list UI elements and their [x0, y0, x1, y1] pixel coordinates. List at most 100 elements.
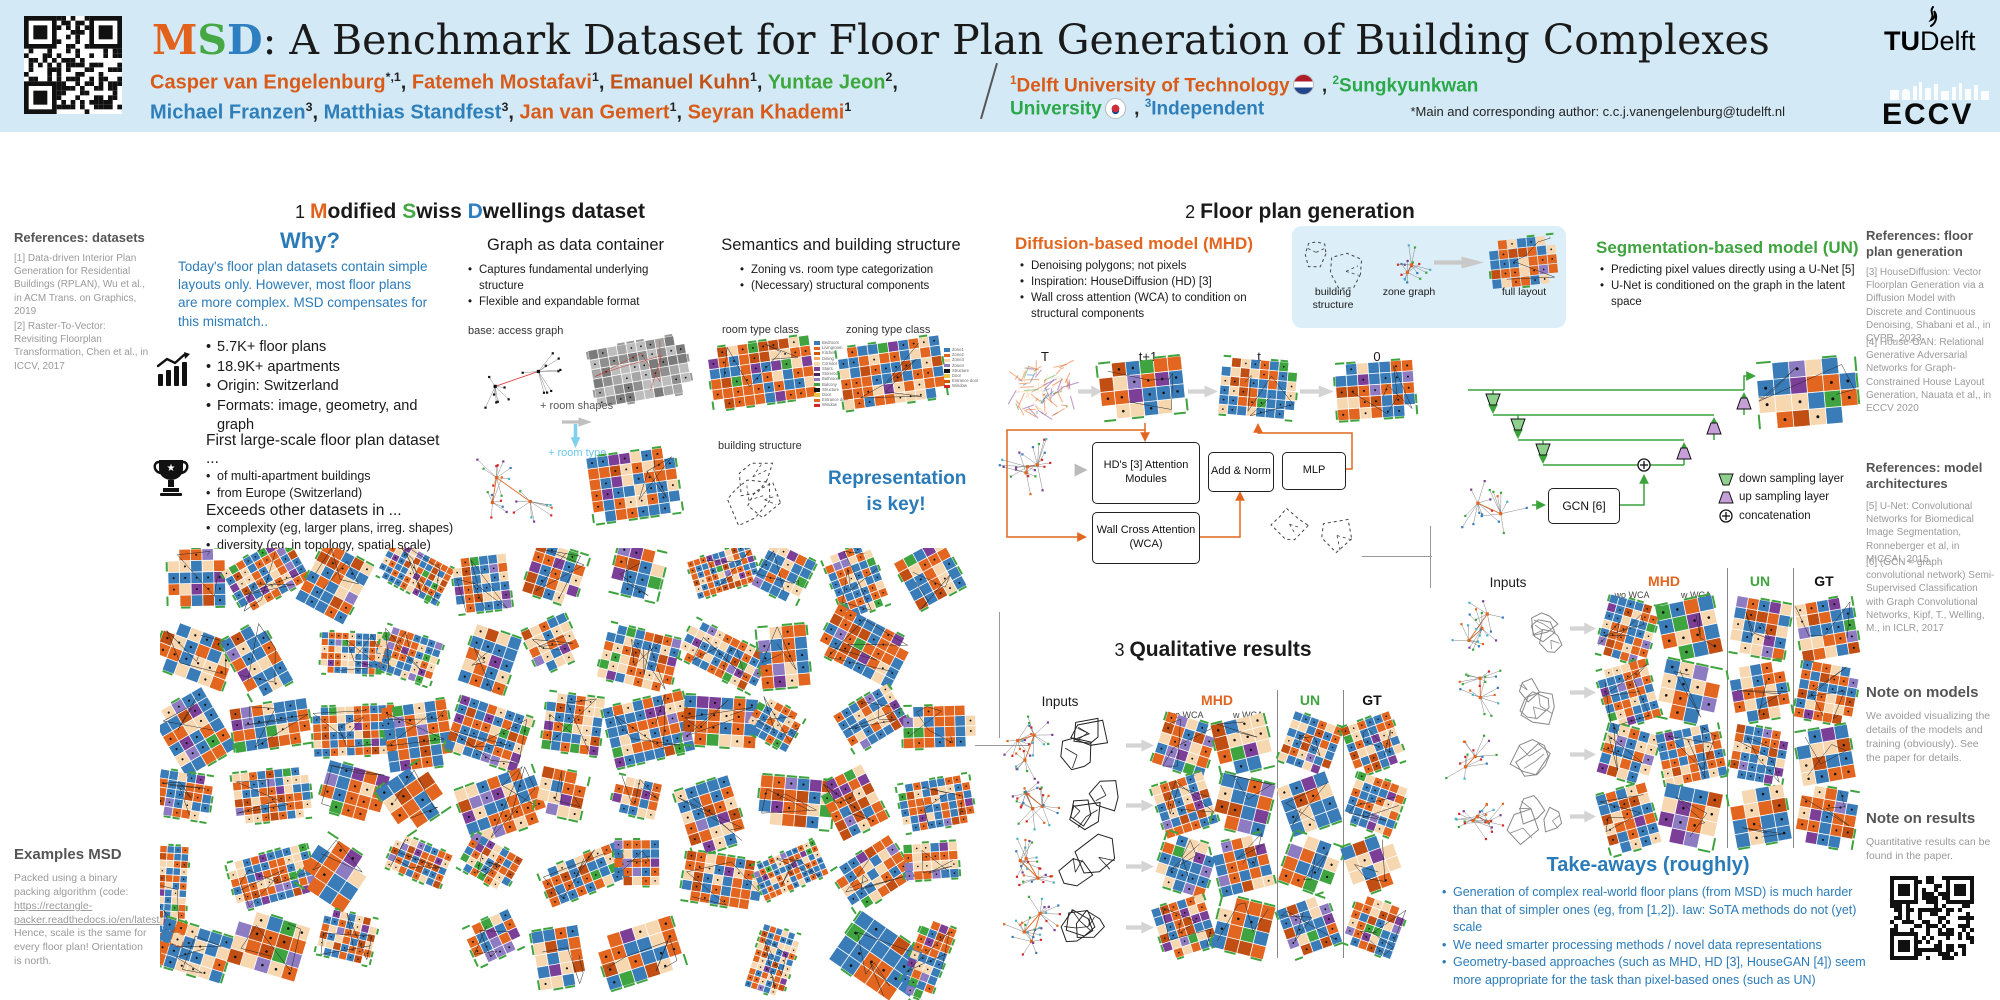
mid-table-divider-1 [1277, 690, 1278, 958]
ref-1: [1] Data-driven Interior Plan Generation… [14, 253, 145, 317]
right-row-arrow [1570, 622, 1596, 635]
collage-floorplan [384, 835, 453, 890]
mid-col-inputs: Inputs [1041, 694, 1079, 709]
trophy-icon: ★ [152, 458, 190, 500]
right-mhd-wo-wca [1596, 722, 1660, 785]
collage-floorplan [227, 911, 311, 982]
flag-nl-icon [1292, 74, 1314, 96]
unet-legend: down sampling layer up sampling layer co… [1718, 470, 1878, 525]
mid-input-graph [1006, 837, 1056, 896]
collage-floorplan [894, 548, 968, 613]
collage-floorplan [374, 548, 455, 607]
mid-input-structure [1060, 717, 1120, 774]
gc-b2: Flexible and expandable format [468, 294, 688, 310]
right-input-graph [1452, 664, 1504, 722]
right-input-structure [1510, 664, 1566, 725]
collage-floorplan [160, 622, 234, 692]
unet-input-graph [1448, 470, 1532, 535]
diffusion-step-t1 [1095, 353, 1189, 423]
pipeline-arrow [1434, 256, 1484, 269]
mhd-title: Diffusion-based model (MHD) [1015, 234, 1253, 253]
timeline-arrow-2 [1188, 385, 1218, 398]
zoning-legend: Zone1 Zone2 Zone3 Zone4 Structure Door Entranc… [944, 347, 990, 390]
section2-title: Floor plan generation [1200, 200, 1415, 223]
pipeline-label-building: building structure [1312, 286, 1354, 312]
collage-floorplan [458, 624, 523, 696]
first-line1: First large-scale floor plan dataset ... [206, 432, 440, 467]
divider-mark-h2 [975, 745, 1029, 746]
mid-input-structure [1060, 900, 1120, 956]
qr-code-bottom [1890, 876, 1974, 960]
divider-mark-h1 [1362, 556, 1432, 557]
header-banner [0, 0, 2000, 132]
legend-down-sampling: down sampling layer [1739, 473, 1844, 485]
sem-b1: Zoning vs. room type categorization [740, 262, 960, 278]
wca-structure-sketch [1258, 506, 1362, 564]
collage-floorplan [522, 548, 591, 606]
right-table-divider-1 [1727, 568, 1728, 848]
un-b1: Predicting pixel values directly using a… [1600, 262, 1864, 278]
mid-gt-result [1338, 711, 1407, 779]
collage-floorplan [821, 764, 891, 842]
collage-floorplan [830, 834, 916, 914]
takeaway-1: Generation of complex real-world floor p… [1442, 884, 1870, 937]
collage-floorplan [897, 920, 957, 1000]
examples-msd-title: Examples MSD [14, 846, 122, 863]
collage-floorplan [160, 687, 237, 779]
collage-floorplan [521, 612, 580, 674]
right-input-graph [1445, 728, 1504, 782]
mid-mhd-wo-wca [1155, 829, 1216, 901]
label-room-type: + room type [548, 447, 607, 459]
mid-row-arrow [1126, 739, 1154, 752]
examples-msd-text: Packed using a binary packing algorithm … [14, 872, 169, 969]
colored-floorplan-figure [586, 445, 685, 526]
collage-floorplan [218, 623, 294, 703]
right-mhd-w-wca [1658, 782, 1723, 853]
collage-floorplan [900, 703, 976, 750]
takeaway-3: Geometry-based approaches (such as MHD, … [1442, 954, 1870, 989]
takeaway-2: We need smarter processing methods / nov… [1442, 937, 1870, 955]
first-b2: from Europe (Switzerland) [206, 485, 456, 502]
right-un-result [1728, 596, 1793, 663]
right-un-result [1725, 724, 1789, 788]
mid-input-structure [1062, 778, 1120, 834]
right-un-result [1725, 657, 1795, 725]
collage-floorplan [528, 924, 585, 991]
why-text: Today's floor plan datasets contain simp… [178, 259, 428, 329]
why-title: Why? [280, 228, 340, 253]
collage-floorplan [600, 688, 696, 771]
mid-col-w-wca: w WCA [1233, 710, 1263, 720]
tudelft-delft: Delft [1920, 26, 1976, 56]
first-b1: of multi-apartment buildings [206, 468, 456, 485]
building-structure-sketch [714, 456, 808, 527]
collage-floorplan [754, 621, 812, 692]
mid-input-graph [1003, 715, 1056, 780]
note-results-title: Note on results [1866, 810, 1976, 827]
right-input-structure [1509, 728, 1566, 782]
right-row-arrow [1570, 748, 1596, 761]
tudelft-logo: TUDelft [1884, 26, 1976, 57]
divider-mark-v1 [1430, 526, 1431, 588]
representation-key-text: Representation is key! [828, 466, 966, 517]
label-access-graph: base: access graph [468, 325, 564, 337]
ref-6: [6] (GCN = graph convolutional network) … [1866, 557, 1995, 634]
collage-floorplan [747, 695, 807, 752]
collage-floorplan [902, 839, 962, 883]
un-b2: U-Net is conditioned on the graph in the… [1600, 278, 1864, 310]
note-models-text: We avoided visualizing the details of th… [1866, 710, 1991, 764]
mid-mhd-w-wca [1208, 770, 1276, 838]
s1-s: S [402, 200, 417, 223]
collage-floorplan [160, 915, 235, 984]
mid-mhd-wo-wca [1151, 893, 1221, 960]
takeaways-title: Take-aways (roughly) [1546, 854, 1750, 876]
collage-floorplan [371, 622, 445, 689]
unet-diagram [1448, 358, 1858, 533]
title-rest: : A Benchmark Dataset for Floor Plan Gen… [262, 16, 1770, 64]
examples-link[interactable]: https://rectangle-packer.readthedocs.io/… [14, 899, 163, 926]
title-letter-s: S [197, 16, 227, 64]
section1-heading: 1 Modified Swiss Dwellings dataset [240, 200, 700, 224]
mid-mhd-w-wca [1208, 830, 1277, 898]
timeline-T: T [1041, 349, 1049, 364]
collage-floorplan [219, 548, 311, 612]
first-dataset-block: First large-scale floor plan dataset ...… [206, 432, 456, 554]
